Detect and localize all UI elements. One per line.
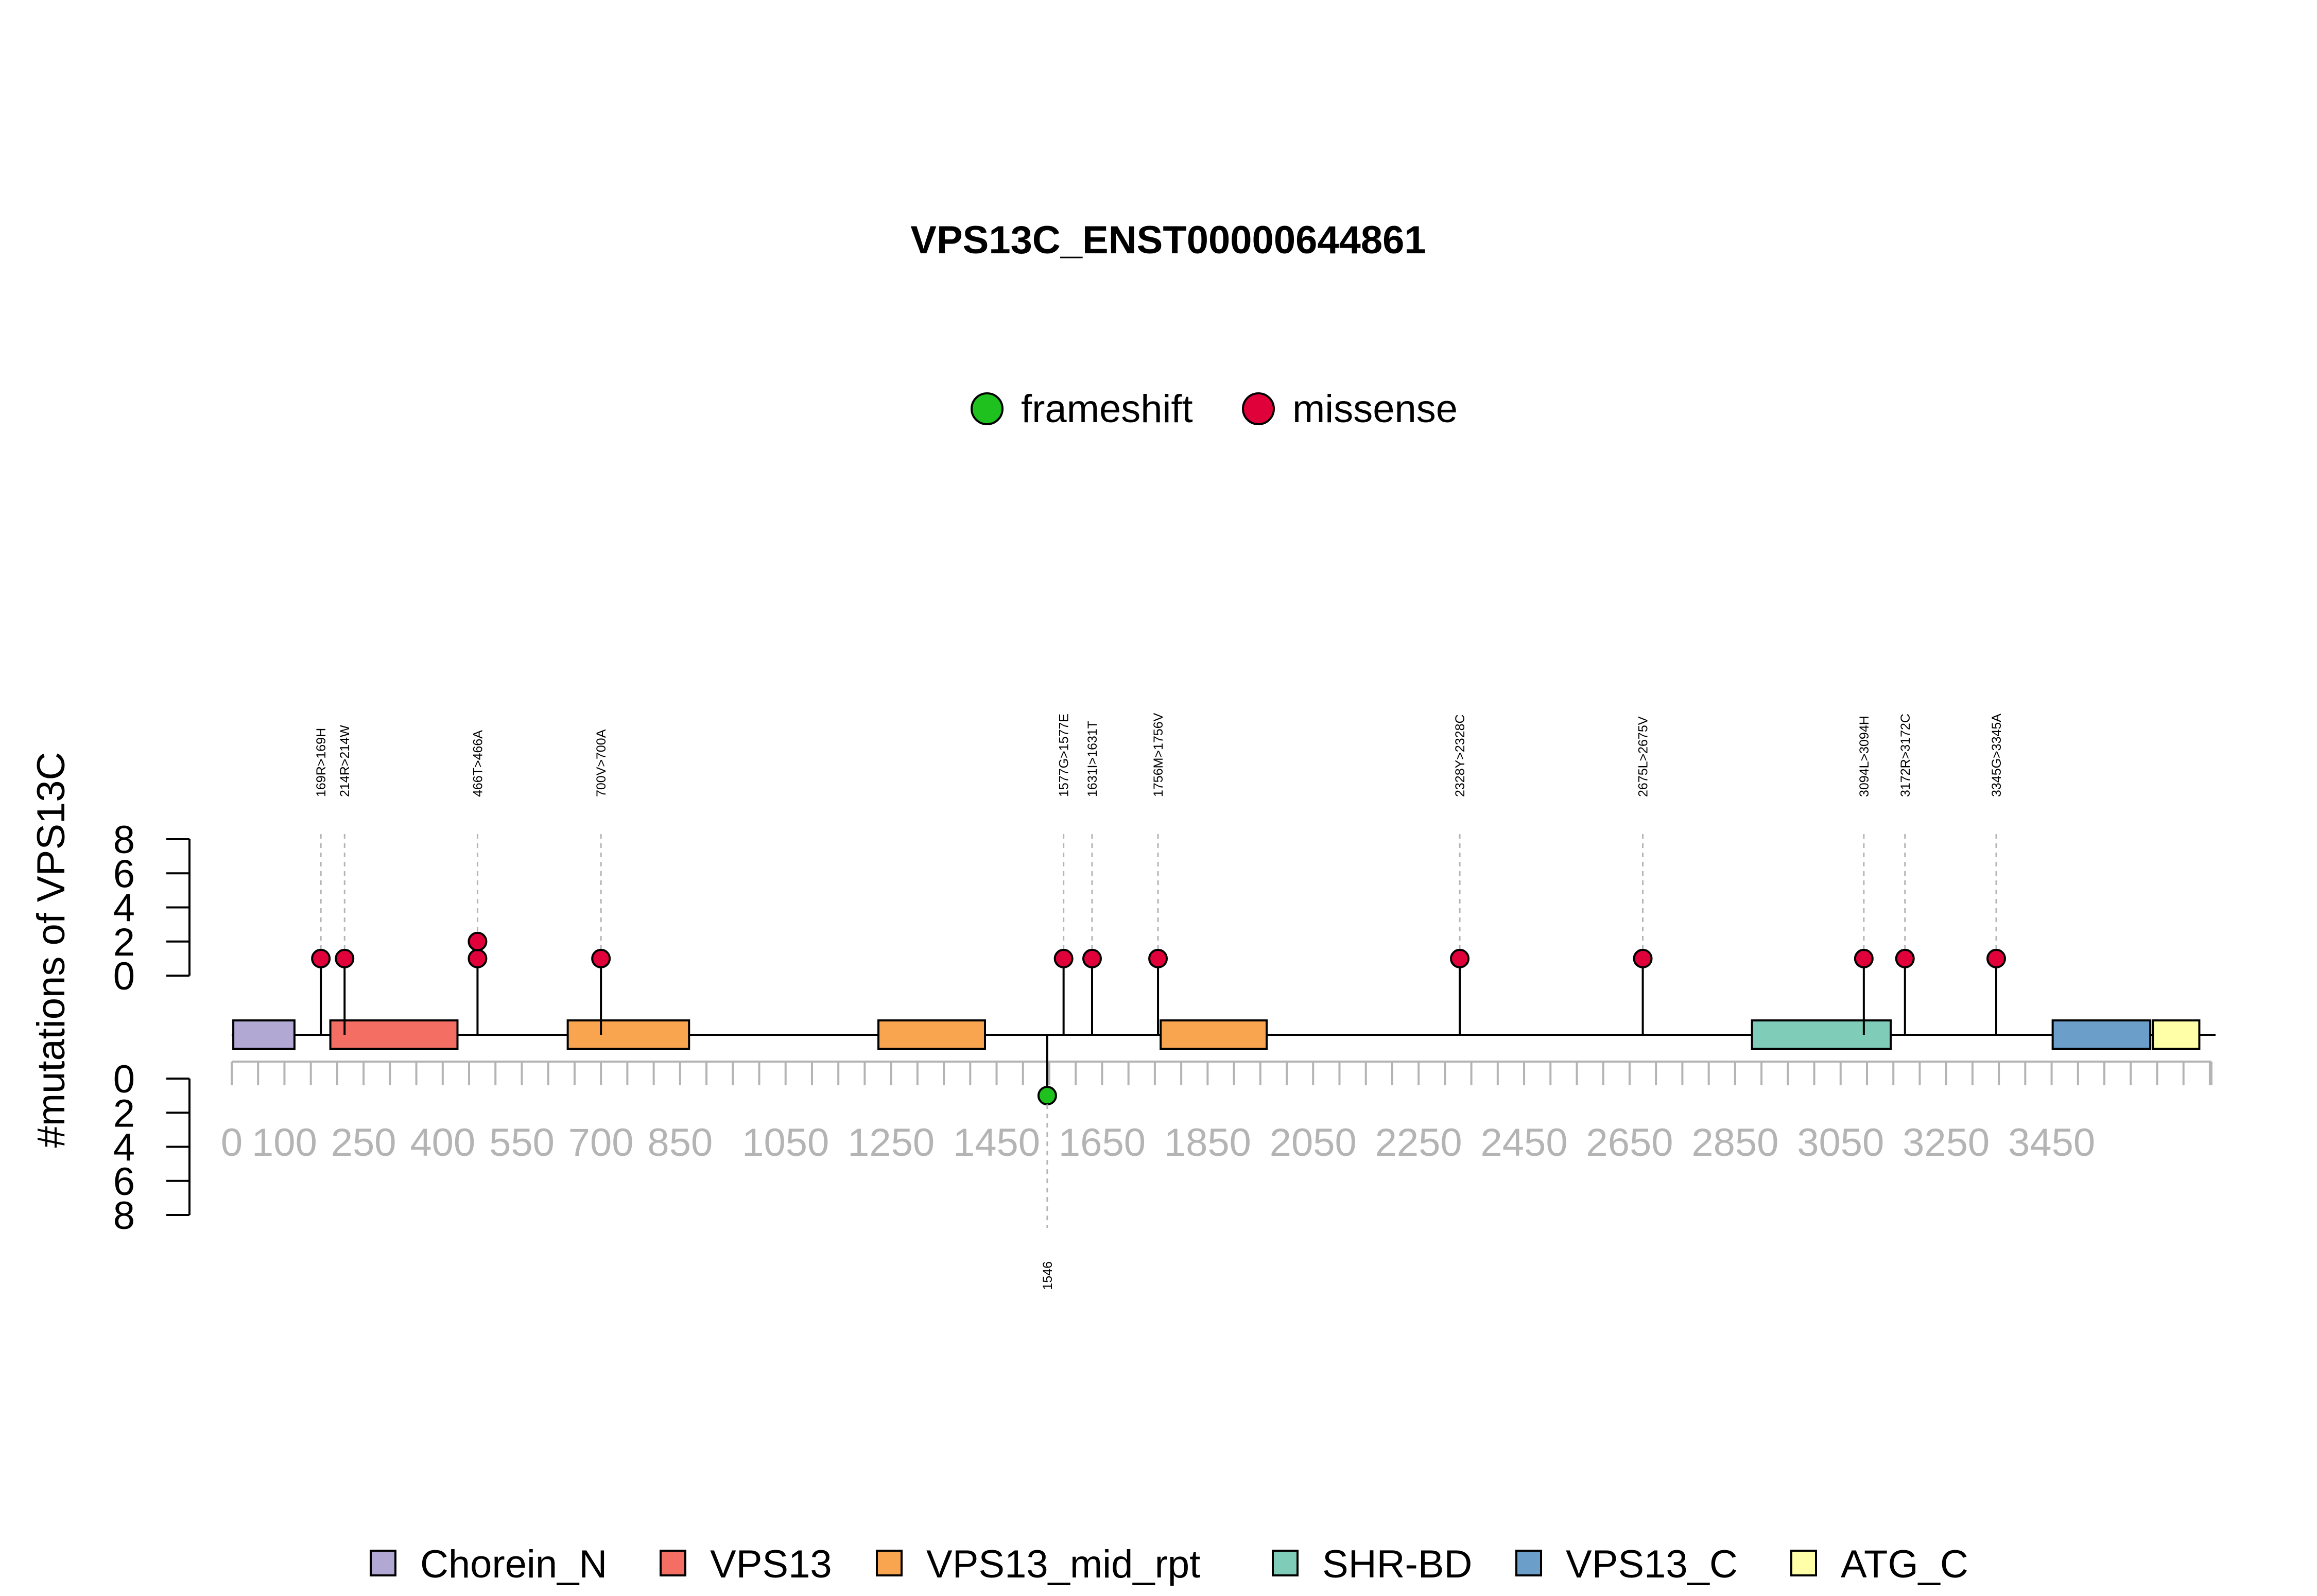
legend-label-VPS13: VPS13 xyxy=(710,1542,832,1586)
mutation-point-missense xyxy=(591,948,611,968)
legend-swatch-SHR-BD xyxy=(1272,1550,1299,1576)
x-tick-label: 1450 xyxy=(953,1121,1040,1165)
chart-title: VPS13C_ENST00000644861 xyxy=(910,218,1426,262)
x-tick-label: 2250 xyxy=(1375,1121,1462,1165)
x-tick-label: 0 xyxy=(221,1121,243,1165)
legend-label-frameshift: frameshift xyxy=(1021,387,1193,431)
legend-label-ATG_C: ATG_C xyxy=(1841,1542,1968,1586)
mutation-point-frameshift xyxy=(1037,1086,1057,1106)
mutation-label: 3172R>3172C xyxy=(1898,714,1913,797)
protein-domains xyxy=(232,1019,2201,1050)
mutation-label: 1577G>1577E xyxy=(1057,714,1071,797)
mutation-label: 214R>214W xyxy=(338,725,352,797)
x-tick-label: 1050 xyxy=(742,1121,829,1165)
x-tick-label: 3250 xyxy=(1903,1121,1990,1165)
x-tick-label: 550 xyxy=(489,1121,555,1165)
mutation-point-missense xyxy=(1148,948,1168,968)
y-axis-title: #mutations of VPS13C xyxy=(29,752,73,1148)
legend-swatch-ATG_C xyxy=(1790,1550,1817,1576)
mutation-label: 1756M>1756V xyxy=(1151,713,1166,797)
x-axis: 0 100 250 400 550 700 850 1050 1250 1450 1650 1850 2… xyxy=(221,1061,2212,1165)
legend-label-VPS13_mid_rpt: VPS13_mid_rpt xyxy=(926,1542,1200,1586)
legend-dot-frameshift xyxy=(971,392,1004,425)
x-tick-label: 2850 xyxy=(1691,1121,1778,1165)
x-tick-label: 1650 xyxy=(1059,1121,1146,1165)
x-tick-label: 700 xyxy=(568,1121,634,1165)
x-tick-label: 2050 xyxy=(1270,1121,1357,1165)
domain-legend: Chorein_N VPS13 VPS13_mid_rpt SHR-BD VPS13_C… xyxy=(370,1542,1968,1586)
legend-swatch-VPS13_C xyxy=(1515,1550,1542,1576)
mutation-point-missense xyxy=(311,948,331,968)
domain-VPS13_mid_rpt xyxy=(877,1019,987,1050)
mutation-label: 700V>700A xyxy=(594,729,609,797)
upper-y-tick-label: 6 xyxy=(113,852,135,896)
lower-y-tick-label: 4 xyxy=(113,1126,135,1170)
mutation-label: 2328Y>2328C xyxy=(1453,714,1467,797)
mutation-label: 3345G>3345A xyxy=(1990,714,2004,797)
legend-label-Chorein_N: Chorein_N xyxy=(420,1542,607,1586)
mutation-label: 1546 xyxy=(1041,1261,1055,1290)
legend-swatch-Chorein_N xyxy=(370,1550,396,1576)
mutation-point-missense xyxy=(468,931,488,951)
x-tick-label: 400 xyxy=(410,1121,475,1165)
lower-y-tick-label: 2 xyxy=(113,1091,135,1135)
domain-VPS13_mid_rpt xyxy=(566,1019,690,1050)
x-tick-label: 1250 xyxy=(848,1121,935,1165)
mutation-point-missense xyxy=(1986,948,2006,968)
domain-VPS13_C xyxy=(2051,1019,2152,1050)
x-tick-label: 3450 xyxy=(2008,1121,2095,1165)
mutation-label: 2675L>2675V xyxy=(1636,716,1651,797)
mutation-point-missense xyxy=(1450,948,1470,968)
mutation-point-missense xyxy=(1633,948,1653,968)
mutation-point-missense xyxy=(1895,948,1915,968)
mutation-label: 466T>466A xyxy=(471,730,485,797)
x-tick-label: 250 xyxy=(331,1121,396,1165)
x-tick-label: 850 xyxy=(647,1121,713,1165)
x-tick-label: 100 xyxy=(252,1121,317,1165)
upper-y-tick-label: 4 xyxy=(113,887,135,930)
mutation-point-missense xyxy=(1854,948,1874,968)
mutation-point-missense xyxy=(1082,948,1102,968)
mutation-point-missense xyxy=(1053,948,1074,968)
x-tick-label: 2650 xyxy=(1586,1121,1673,1165)
upper-y-tick-label: 8 xyxy=(113,818,135,862)
mutation-lollipops: 169R>169H 214R>214W 466T>466A 700V>700A 1546… xyxy=(311,713,2006,1290)
x-tick-label: 3050 xyxy=(1797,1121,1884,1165)
legend-label-SHR-BD: SHR-BD xyxy=(1322,1542,1472,1586)
mutation-label: 1631I>1631T xyxy=(1085,721,1100,797)
legend-swatch-VPS13 xyxy=(660,1550,686,1576)
legend-swatch-VPS13_mid_rpt xyxy=(876,1550,903,1576)
mutation-point-missense xyxy=(468,948,488,968)
upper-y-tick-label: 2 xyxy=(113,921,135,964)
mutation-label: 3094L>3094H xyxy=(1857,716,1872,797)
upper-y-tick-label: 0 xyxy=(113,955,135,998)
domain-SHR-BD xyxy=(1751,1019,1892,1050)
lower-y-tick-label: 6 xyxy=(113,1160,135,1204)
mutation-label: 169R>169H xyxy=(314,728,328,797)
x-tick-label: 2450 xyxy=(1481,1121,1568,1165)
mutation-point-missense xyxy=(335,948,355,968)
legend-label-missense: missense xyxy=(1292,387,1458,431)
domain-VPS13 xyxy=(329,1019,459,1050)
lower-y-tick-label: 8 xyxy=(113,1194,135,1238)
mutation-type-legend: frameshift missense xyxy=(971,387,1458,431)
legend-label-VPS13_C: VPS13_C xyxy=(1566,1542,1738,1586)
lower-y-tick-label: 0 xyxy=(113,1057,135,1101)
domain-ATG_C xyxy=(2152,1019,2201,1050)
domain-VPS13_mid_rpt xyxy=(1160,1019,1268,1050)
domain-Chorein_N xyxy=(232,1019,296,1050)
x-tick-label: 1850 xyxy=(1164,1121,1251,1165)
legend-dot-missense xyxy=(1242,392,1275,425)
